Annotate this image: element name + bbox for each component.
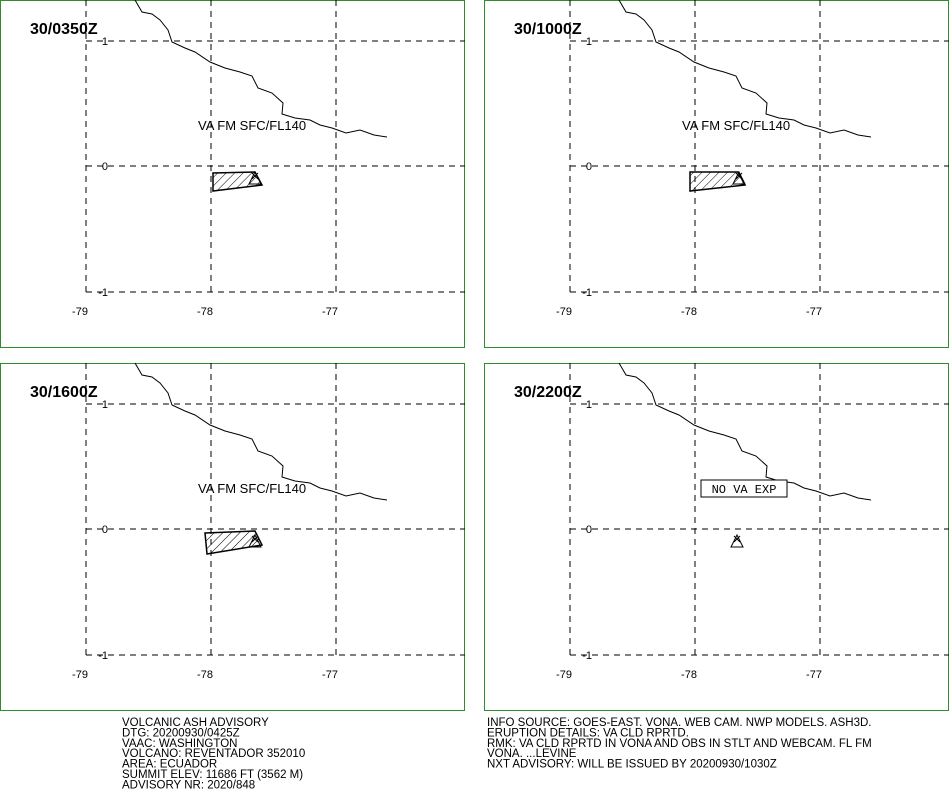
ash-cloud: [204, 530, 264, 555]
lat-label: 1: [586, 399, 592, 411]
lon-label: -78: [197, 669, 213, 681]
lon-label: -79: [556, 306, 572, 318]
ash-cloud: [689, 171, 747, 192]
map-panel: 1 0 -1 -79 -78 -77 30/0350Z VA FM SFC/FL140: [0, 0, 465, 348]
lon-label: -77: [322, 306, 338, 318]
lat-label: -1: [582, 287, 592, 299]
lon-label: -79: [556, 669, 572, 681]
advisory-line: DTG: 20200930/0425Z: [122, 727, 240, 739]
advisory-line: SUMMIT ELEV: 11686 FT (3562 M): [122, 769, 303, 781]
valid-time: 30/2200Z: [514, 384, 582, 401]
coastline: [618, 362, 872, 501]
valid-time: 30/1600Z: [30, 384, 98, 401]
lat-label: 1: [102, 36, 108, 48]
map-panel: 1 0 -1 -79 -78 -77 30/1600Z VA FM SFC/FL140: [0, 362, 465, 711]
ash-cloud: [212, 171, 264, 192]
map-panel: 1 0 -1 -79 -78 -77 30/1000Z VA FM SFC/FL140: [484, 0, 949, 348]
lon-label: -77: [322, 669, 338, 681]
advisory-line: AREA: ECUADOR: [122, 759, 217, 771]
ash-label: VA FM SFC/FL140: [198, 118, 306, 133]
label-box: [700, 479, 788, 498]
lat-label: 0: [102, 161, 108, 173]
lat-label: 0: [586, 524, 592, 536]
lat-label: -1: [582, 650, 592, 662]
remark-line: RMK: VA CLD RPRTD IN VONA AND OBS IN STL…: [487, 738, 872, 750]
lat-label: 0: [586, 161, 592, 173]
lon-label: -77: [806, 669, 822, 681]
coastline: [134, 362, 388, 501]
remark-line: NXT ADVISORY: WILL BE ISSUED BY 20200930…: [487, 759, 777, 771]
map-panel: 1 0 -1 -79 -78 -77 30/2200Z NO VA EXP: [484, 362, 949, 711]
advisory-line: ADVISORY NR: 2020/848: [122, 779, 255, 791]
panel-frame: [484, 363, 949, 711]
ash-label: VA FM SFC/FL140: [682, 118, 790, 133]
ash-label: NO VA EXP: [712, 483, 777, 497]
panel-frame: [0, 363, 465, 711]
coastline: [134, 0, 388, 138]
lon-label: -79: [72, 669, 88, 681]
lat-label: 1: [586, 36, 592, 48]
lon-label: -77: [806, 306, 822, 318]
remark-line: INFO SOURCE: GOES-EAST. VONA. WEB CAM. N…: [487, 717, 871, 729]
advisory-line: VOLCANIC ASH ADVISORY: [122, 717, 269, 729]
lat-label: -1: [98, 650, 108, 662]
lat-label: -1: [98, 287, 108, 299]
lat-label: 1: [102, 399, 108, 411]
volcano: [730, 533, 744, 548]
lat-label: 0: [102, 524, 108, 536]
lon-label: -79: [72, 306, 88, 318]
advisory-line: VOLCANO: REVENTADOR 352010: [122, 748, 305, 760]
lon-label: -78: [681, 306, 697, 318]
ash-label: VA FM SFC/FL140: [198, 481, 306, 496]
valid-time: 30/1000Z: [514, 21, 582, 38]
coastline: [618, 0, 872, 138]
remark-line: ERUPTION DETAILS: VA CLD RPRTD.: [487, 727, 689, 739]
remark-line: VONA. ...LEVINE: [487, 748, 577, 760]
advisory-line: VAAC: WASHINGTON: [122, 738, 237, 750]
valid-time: 30/0350Z: [30, 21, 98, 38]
panel-frame: [484, 0, 949, 348]
panel-frame: [0, 0, 465, 348]
lon-label: -78: [197, 306, 213, 318]
lon-label: -78: [681, 669, 697, 681]
